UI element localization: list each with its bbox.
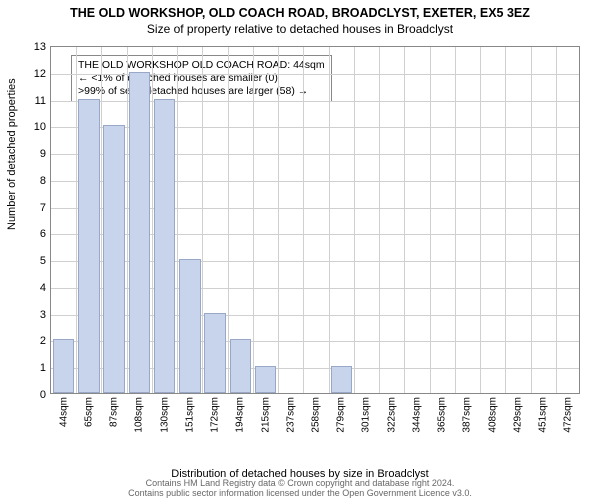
x-tick-label: 258sqm — [311, 393, 322, 433]
y-axis-label: Number of detached properties — [6, 78, 18, 230]
bar — [53, 339, 74, 393]
y-tick-label: 0 — [40, 389, 51, 401]
gridline-vertical — [278, 47, 279, 393]
chart-title: THE OLD WORKSHOP, OLD COACH ROAD, BROADC… — [0, 0, 600, 20]
x-tick-label: 194sqm — [235, 393, 246, 433]
gridline-vertical — [329, 47, 330, 393]
annotation-box: THE OLD WORKSHOP OLD COACH ROAD: 44sqm ←… — [71, 55, 332, 102]
x-tick-label: 215sqm — [260, 393, 271, 433]
y-tick-label: 8 — [40, 175, 51, 187]
y-tick-label: 4 — [40, 282, 51, 294]
bar — [255, 366, 276, 393]
y-tick-label: 13 — [34, 41, 51, 53]
gridline-vertical — [228, 47, 229, 393]
x-tick-label: 279sqm — [336, 393, 347, 433]
gridline-vertical — [404, 47, 405, 393]
gridline-vertical — [152, 47, 153, 393]
x-tick-label: 301sqm — [361, 393, 372, 433]
bar — [204, 313, 225, 393]
gridline-vertical — [379, 47, 380, 393]
y-tick-label: 2 — [40, 335, 51, 347]
x-tick-label: 472sqm — [563, 393, 574, 433]
x-tick-label: 344sqm — [411, 393, 422, 433]
y-tick-label: 7 — [40, 202, 51, 214]
x-tick-label: 108sqm — [134, 393, 145, 433]
gridline-vertical — [202, 47, 203, 393]
gridline-vertical — [101, 47, 102, 393]
bar — [331, 366, 352, 393]
gridline-vertical — [455, 47, 456, 393]
footer-line2: Contains public sector information licen… — [0, 489, 600, 499]
x-tick-label: 130sqm — [159, 393, 170, 433]
gridline-vertical — [556, 47, 557, 393]
gridline-vertical — [505, 47, 506, 393]
gridline-vertical — [430, 47, 431, 393]
gridline-vertical — [354, 47, 355, 393]
gridline-vertical — [253, 47, 254, 393]
y-tick-label: 1 — [40, 362, 51, 374]
gridline-vertical — [303, 47, 304, 393]
bar — [129, 72, 150, 393]
x-tick-label: 65sqm — [83, 393, 94, 427]
gridline-vertical — [531, 47, 532, 393]
bar — [230, 339, 251, 393]
gridline-vertical — [480, 47, 481, 393]
x-tick-label: 429sqm — [512, 393, 523, 433]
x-tick-label: 87sqm — [109, 393, 120, 427]
plot-area: THE OLD WORKSHOP OLD COACH ROAD: 44sqm ←… — [50, 46, 580, 394]
bar — [179, 259, 200, 393]
y-tick-label: 6 — [40, 228, 51, 240]
gridline-vertical — [76, 47, 77, 393]
bar — [154, 99, 175, 393]
x-tick-label: 451sqm — [538, 393, 549, 433]
y-tick-label: 11 — [35, 95, 51, 107]
gridline-vertical — [127, 47, 128, 393]
bar — [103, 125, 124, 393]
chart-container: THE OLD WORKSHOP, OLD COACH ROAD, BROADC… — [0, 0, 600, 500]
y-tick-label: 3 — [40, 309, 51, 321]
bar — [78, 99, 99, 393]
x-tick-label: 408sqm — [487, 393, 498, 433]
annotation-line1: THE OLD WORKSHOP OLD COACH ROAD: 44sqm — [78, 59, 325, 72]
x-tick-label: 387sqm — [462, 393, 473, 433]
y-tick-label: 10 — [34, 121, 51, 133]
annotation-line3: >99% of semi-detached houses are larger … — [78, 85, 325, 98]
chart-subtitle: Size of property relative to detached ho… — [0, 20, 600, 36]
x-tick-label: 322sqm — [386, 393, 397, 433]
y-tick-label: 5 — [40, 255, 51, 267]
gridline-vertical — [177, 47, 178, 393]
x-tick-label: 365sqm — [437, 393, 448, 433]
x-tick-label: 151sqm — [184, 393, 195, 433]
x-tick-label: 172sqm — [210, 393, 221, 433]
y-tick-label: 9 — [40, 148, 51, 160]
y-tick-label: 12 — [34, 68, 51, 80]
x-tick-label: 44sqm — [58, 393, 69, 427]
footer: Contains HM Land Registry data © Crown c… — [0, 479, 600, 499]
x-tick-label: 237sqm — [285, 393, 296, 433]
